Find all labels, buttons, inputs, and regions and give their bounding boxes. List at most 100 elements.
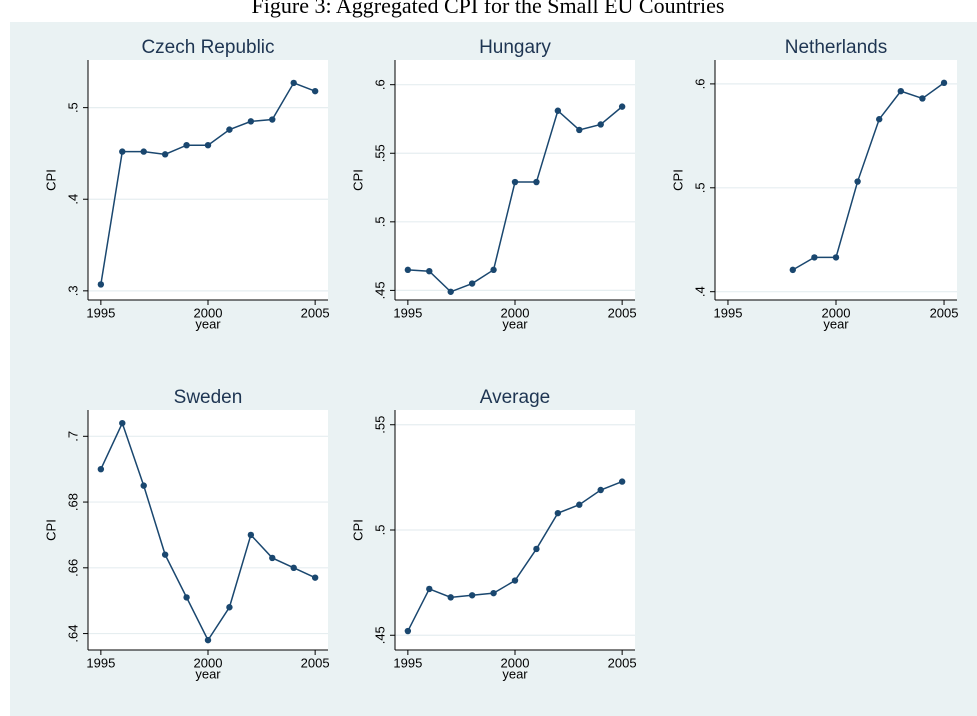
y-axis-label: CPI (350, 169, 365, 191)
marker (554, 107, 562, 114)
x-axis-label: year (502, 316, 528, 331)
marker (511, 178, 519, 186)
x-tick-label: 1995 (393, 305, 422, 320)
y-tick-label: .5 (692, 182, 707, 193)
y-tick-label: .5 (372, 216, 387, 227)
y-tick-label: .5 (372, 525, 387, 536)
marker (119, 148, 126, 155)
y-tick-label: .55 (372, 416, 387, 434)
marker (311, 87, 319, 95)
marker (597, 121, 604, 128)
x-tick-label: 2000 (822, 305, 851, 320)
marker (919, 95, 926, 102)
x-tick-label: 1995 (714, 305, 743, 320)
y-tick-label: .3 (65, 285, 80, 296)
y-tick-label: .6 (692, 78, 707, 89)
x-tick-label: 1995 (86, 305, 115, 320)
marker (290, 79, 297, 87)
marker (404, 627, 412, 635)
x-axis-label: year (823, 316, 849, 331)
x-tick-label: 1995 (393, 655, 422, 670)
marker (290, 564, 297, 572)
x-tick-label: 2000 (501, 655, 530, 670)
panel-title: Hungary (479, 37, 551, 58)
marker (183, 594, 190, 601)
marker (897, 87, 905, 95)
plot-region (88, 60, 328, 300)
marker (533, 545, 540, 553)
y-tick-label: .55 (372, 144, 387, 162)
marker (97, 281, 105, 288)
y-tick-label: .68 (65, 493, 80, 511)
marker (511, 577, 519, 584)
marker (183, 141, 190, 149)
marker (269, 116, 276, 123)
marker (789, 266, 796, 274)
marker (490, 589, 497, 597)
marker (161, 551, 169, 558)
x-axis-label: year (195, 316, 221, 331)
marker (426, 268, 433, 275)
marker (140, 482, 147, 489)
y-tick-label: .64 (65, 625, 80, 643)
y-axis-label: CPI (43, 169, 58, 191)
x-tick-label: 2000 (194, 305, 223, 320)
marker (468, 280, 476, 287)
panel-title: Netherlands (785, 37, 887, 58)
x-tick-label: 1995 (86, 655, 115, 670)
figure-title: Figure 3: Aggregated CPI for the Small E… (252, 0, 725, 18)
x-tick-label: 2000 (194, 655, 223, 670)
marker (269, 554, 276, 562)
marker (832, 254, 840, 261)
x-tick-label: 2005 (930, 305, 959, 320)
x-axis-label: year (195, 666, 221, 681)
marker (876, 116, 883, 123)
marker (618, 103, 626, 110)
panel-title: Sweden (174, 387, 243, 408)
x-tick-label: 2000 (501, 305, 530, 320)
marker (204, 141, 212, 149)
marker (247, 118, 255, 125)
marker (311, 574, 319, 581)
marker (140, 148, 147, 155)
y-tick-label: .45 (372, 626, 387, 644)
y-axis-label: CPI (670, 169, 685, 191)
x-tick-label: 2005 (608, 305, 637, 320)
y-axis-label: CPI (43, 519, 58, 541)
y-tick-label: .45 (372, 281, 387, 299)
marker (576, 501, 583, 508)
x-axis-label: year (502, 666, 528, 681)
marker (404, 266, 412, 274)
marker (597, 486, 604, 494)
y-axis-label: CPI (350, 519, 365, 541)
y-tick-label: .4 (692, 286, 707, 297)
plot-region (88, 410, 328, 650)
marker (618, 478, 626, 485)
marker (161, 151, 169, 158)
marker (576, 126, 583, 134)
marker (226, 604, 233, 611)
marker (811, 254, 818, 261)
y-tick-label: .7 (65, 431, 80, 442)
panel-title: Average (480, 387, 550, 408)
x-tick-label: 2005 (301, 305, 330, 320)
series-line (792, 82, 945, 271)
x-tick-label: 2005 (608, 655, 637, 670)
y-tick-label: .4 (65, 194, 80, 205)
marker (226, 126, 233, 133)
x-tick-label: 2005 (301, 655, 330, 670)
marker (447, 288, 454, 295)
marker (204, 636, 212, 644)
marker (554, 509, 562, 517)
y-tick-label: .6 (372, 79, 387, 90)
marker (490, 266, 497, 274)
marker (447, 594, 454, 601)
y-tick-label: .5 (65, 102, 80, 113)
panel-title: Czech Republic (141, 37, 274, 58)
marker (97, 465, 105, 473)
marker (119, 419, 126, 427)
marker (468, 592, 476, 599)
y-tick-label: .66 (65, 559, 80, 577)
